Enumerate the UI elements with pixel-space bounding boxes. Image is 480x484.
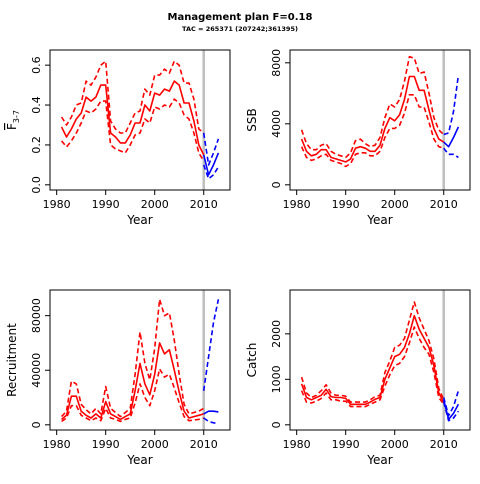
series-projection-upper-line bbox=[443, 74, 460, 136]
x-axis-label: Year bbox=[126, 213, 152, 227]
x-tick-label: 2010 bbox=[430, 198, 458, 211]
series-projection-lower-line bbox=[443, 147, 459, 159]
series-projection-upper-line bbox=[442, 390, 460, 417]
series-upper-line bbox=[300, 55, 445, 159]
series-projection-line bbox=[203, 410, 219, 415]
y-tick-label: 1000 bbox=[270, 365, 283, 393]
series-projection-line bbox=[443, 126, 460, 148]
x-tick-label: 2000 bbox=[381, 198, 409, 211]
y-axis-label-subscript: 3-7 bbox=[12, 110, 21, 123]
x-tick-label: 1980 bbox=[43, 438, 71, 451]
ssb-panel: 1980 1990 2000 2010 0 4000 8000 Year SSB bbox=[245, 49, 471, 227]
series-projection-line bbox=[202, 152, 220, 176]
x-tick-label: 1980 bbox=[43, 198, 71, 211]
x-tick-label: 2010 bbox=[190, 198, 218, 211]
y-tick-label: 0.6 bbox=[30, 56, 43, 74]
f-panel: 1980 1990 2000 2010 0.0 0.2 0.4 0.6 Year F3-7 bbox=[5, 49, 231, 227]
series-estimate-line bbox=[300, 314, 445, 406]
x-tick-label: 2010 bbox=[190, 438, 218, 451]
series-lower-line bbox=[300, 94, 444, 168]
recruitment-panel: 1980 1990 2000 2010 0 40000 80000 Year Recruitme… bbox=[5, 289, 231, 467]
y-tick-label: 4000 bbox=[270, 110, 283, 138]
x-tick-label: 2000 bbox=[141, 198, 169, 211]
y-tick-label: 2000 bbox=[270, 320, 283, 348]
y-tick-label: 0 bbox=[270, 421, 283, 428]
x-tick-label: 1990 bbox=[332, 438, 360, 451]
figure-title: Management plan F=0.18 bbox=[168, 12, 313, 23]
y-tick-label: 0.2 bbox=[30, 136, 43, 154]
x-tick-label: 1990 bbox=[92, 198, 120, 211]
plot-frame bbox=[289, 289, 471, 431]
y-axis-label-main: F bbox=[5, 123, 19, 130]
series-upper-line bbox=[300, 301, 445, 403]
x-tick-label: 1980 bbox=[283, 438, 311, 451]
x-axis-label: Year bbox=[126, 453, 152, 467]
y-tick-label: 0 bbox=[270, 181, 283, 188]
chart-panels: 1980 1990 2000 20100.00.20.40.6YearF3-71980… bbox=[5, 49, 471, 467]
series-projection-lower-line bbox=[203, 417, 219, 425]
plot-frame bbox=[49, 289, 231, 431]
series-lower-line bbox=[300, 326, 445, 408]
plot-frame bbox=[49, 49, 231, 191]
plot-frame bbox=[289, 49, 471, 191]
series-estimate-line bbox=[60, 80, 205, 156]
figure-subtitle: TAC = 265371 (207242;361395) bbox=[182, 25, 298, 33]
series-lower-line bbox=[60, 98, 205, 162]
y-axis-label: Recruitment bbox=[5, 323, 19, 397]
x-tick-label: 2010 bbox=[430, 438, 458, 451]
y-tick-label: 0.0 bbox=[30, 176, 43, 194]
y-axis-label: SSB bbox=[245, 108, 259, 131]
x-axis-label: Year bbox=[366, 453, 392, 467]
x-tick-label: 1990 bbox=[92, 438, 120, 451]
x-tick-label: 1980 bbox=[283, 198, 311, 211]
series-upper-line bbox=[61, 298, 205, 418]
series-projection-lower-line bbox=[202, 164, 220, 180]
series-estimate-line bbox=[61, 342, 204, 421]
series-projection-lower-line bbox=[442, 401, 460, 422]
y-axis-label: Catch bbox=[245, 343, 259, 378]
series-projection-upper-line bbox=[202, 132, 220, 166]
series-estimate-line bbox=[300, 75, 445, 163]
catch-panel: 1980 1990 2000 2010 0 1000 2000 Year Catch bbox=[245, 289, 471, 467]
y-axis-label: F3-7 bbox=[5, 110, 21, 130]
y-tick-label: 40000 bbox=[30, 353, 43, 388]
y-tick-label: 0.4 bbox=[30, 96, 43, 114]
y-tick-label: 8000 bbox=[270, 49, 283, 77]
y-tick-label: 0 bbox=[30, 421, 43, 428]
series-projection-upper-line bbox=[202, 299, 220, 391]
x-tick-label: 2000 bbox=[381, 438, 409, 451]
x-tick-label: 1990 bbox=[332, 198, 360, 211]
x-axis-label: Year bbox=[366, 213, 392, 227]
x-tick-label: 2000 bbox=[141, 438, 169, 451]
y-tick-label: 80000 bbox=[30, 298, 43, 333]
